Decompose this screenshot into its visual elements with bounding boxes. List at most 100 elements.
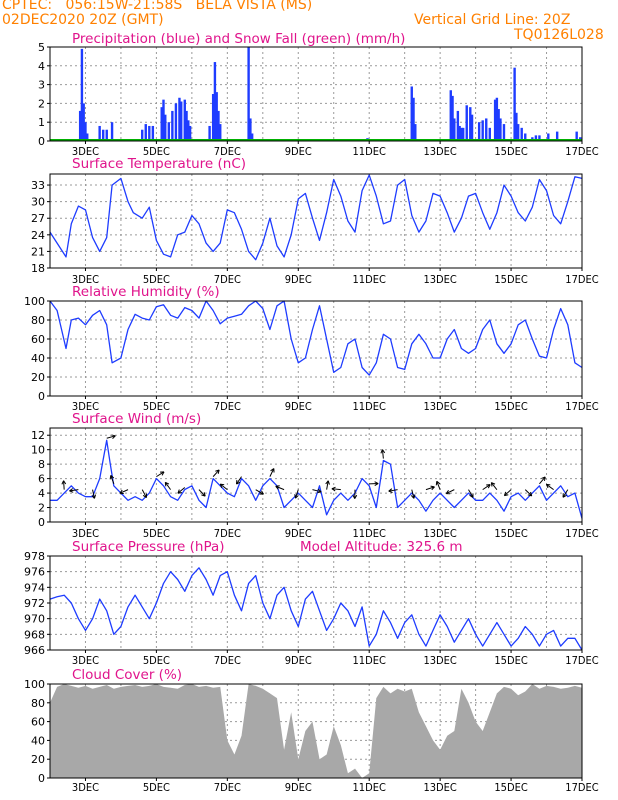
y-tick-label: 2 <box>38 97 45 110</box>
y-tick-label: 24 <box>31 229 45 242</box>
precip-bar <box>477 122 481 141</box>
wind-arrow <box>119 489 129 494</box>
x-tick-label: 9DEC <box>285 781 312 794</box>
temp-frame <box>49 173 583 269</box>
precip-bar <box>151 125 155 141</box>
precip-bar <box>213 62 217 141</box>
precip-bar <box>458 125 461 141</box>
wind-arrow-head <box>215 469 220 474</box>
precip-bar <box>219 124 222 141</box>
precip-bar <box>575 131 578 141</box>
wind-arrow <box>425 486 435 491</box>
precip-bar <box>481 120 484 141</box>
x-tick-label: 11DEC <box>353 527 386 540</box>
header-station: CPTEC: 056:15W-21:58S BELA VISTA (MS) <box>2 0 313 13</box>
precip-bar <box>515 112 518 141</box>
y-tick-label: 30 <box>31 196 45 209</box>
wind-arrow <box>524 489 533 497</box>
y-tick-label: 33 <box>31 179 45 192</box>
pres-title: Surface Pressure (hPa) <box>72 539 225 555</box>
y-tick-label: 966 <box>24 644 45 657</box>
temp-line <box>49 174 583 261</box>
wind-arrow-head <box>235 480 241 485</box>
precip-bar <box>555 131 559 141</box>
wind-arrow-head <box>111 434 116 439</box>
x-tick-label: 9DEC <box>285 527 312 540</box>
x-tick-label: 15DEC <box>494 781 527 794</box>
header-date: 02DEC2020 20Z (GMT) <box>2 12 164 28</box>
precip-bar <box>547 133 550 141</box>
x-tick-label: 9DEC <box>285 145 312 158</box>
wind-arrow <box>331 488 341 491</box>
wind-arrow <box>275 485 285 491</box>
wind-arrow <box>219 483 228 491</box>
precip-bar <box>174 103 178 141</box>
wind-arrow <box>388 489 398 492</box>
precip-bar <box>534 135 538 141</box>
x-tick-label: 17DEC <box>565 527 598 540</box>
wind-arrow-head <box>142 493 147 498</box>
y-tick-label: 976 <box>24 566 45 579</box>
x-tick-label: 7DEC <box>214 527 241 540</box>
precip-bar <box>249 118 252 141</box>
wind-arrow-head <box>164 481 170 487</box>
precip-bar <box>187 120 190 141</box>
wind-arrow <box>504 489 512 497</box>
precip-bar <box>98 125 101 141</box>
wind-arrow-head <box>109 475 115 480</box>
wind-arrow <box>490 482 498 490</box>
y-tick-label: 6 <box>38 473 45 486</box>
wind-arrow-head <box>388 488 393 493</box>
precip-bar <box>211 94 215 141</box>
precip-bar <box>469 107 472 141</box>
y-tick-label: 978 <box>24 550 45 563</box>
wind-arrow-head <box>160 471 165 476</box>
wind-arrow <box>212 469 220 477</box>
precip-bar <box>178 97 181 141</box>
x-tick-label: 15DEC <box>494 654 527 667</box>
pres-frame <box>49 555 583 651</box>
y-tick-label: 970 <box>24 613 45 626</box>
x-tick-label: 7DEC <box>214 654 241 667</box>
precip-bar <box>493 99 497 141</box>
wind-arrow <box>69 489 79 492</box>
wind-arrow-head <box>562 493 567 498</box>
temp-title: Surface Temperature (nC) <box>72 156 246 172</box>
y-tick-label: 60 <box>31 333 45 346</box>
x-tick-label: 13DEC <box>423 273 456 286</box>
wind-arrow <box>295 489 299 499</box>
x-tick-label: 3DEC <box>72 273 99 286</box>
y-tick-label: 60 <box>31 716 45 729</box>
precip-bar <box>412 97 415 141</box>
wind-arrow-head <box>331 486 336 492</box>
wind-arrow-head <box>270 468 275 473</box>
wind-arrow <box>156 471 165 478</box>
precip-bar <box>456 110 460 141</box>
x-tick-label: 11DEC <box>353 400 386 413</box>
precip-bar <box>180 101 183 141</box>
wind-arrow-head <box>275 485 280 490</box>
cloud-frame <box>49 683 583 779</box>
x-tick-label: 5DEC <box>143 273 170 286</box>
x-tick-label: 9DEC <box>285 273 312 286</box>
precip-bar <box>488 127 491 141</box>
precip-bar <box>250 133 254 141</box>
precip-bar <box>485 118 488 141</box>
precip-bar <box>516 124 520 141</box>
precip-bar <box>502 124 506 141</box>
precip-bar <box>148 125 151 141</box>
wind-arrow-head <box>545 483 551 489</box>
precip-bar <box>86 133 89 141</box>
wind-arrow-head <box>119 489 124 495</box>
x-tick-label: 7DEC <box>214 145 241 158</box>
wind-arrow-head <box>61 480 67 485</box>
y-tick-label: 968 <box>24 628 45 641</box>
y-tick-label: 0 <box>38 135 45 148</box>
wind-arrow <box>141 489 147 498</box>
precip-title: Precipitation (blue) and Snow Fall (gree… <box>72 31 405 47</box>
precip-bar <box>247 47 250 141</box>
y-tick-label: 10 <box>31 444 45 457</box>
precip-bar <box>110 122 114 141</box>
precip-bar <box>171 110 174 141</box>
